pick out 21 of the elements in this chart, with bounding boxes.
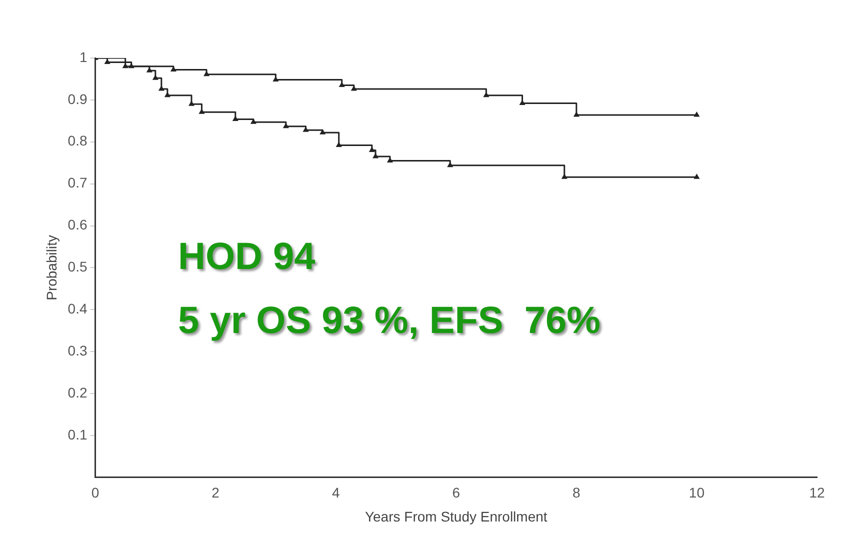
y-tick-label: 0.2 xyxy=(68,384,88,400)
x-tick-label: 10 xyxy=(688,484,705,501)
annotation: 5 yr OS 93 %, EFS 76% xyxy=(178,300,600,343)
x-tick-label: 12 xyxy=(809,484,825,501)
x-tick-label: 6 xyxy=(452,484,460,501)
x-axis-title: Years From Study Enrollment xyxy=(364,508,548,524)
y-tick-label: 0.4 xyxy=(68,300,88,316)
y-tick-label: 1 xyxy=(79,48,88,65)
y-tick-label: 0.3 xyxy=(68,342,88,358)
y-tick-label: 0.7 xyxy=(68,174,88,191)
y-axis-title: Probability xyxy=(43,235,60,300)
annotation: HOD 94 xyxy=(178,236,316,279)
x-tick-label: 4 xyxy=(332,484,340,501)
x-tick-label: 2 xyxy=(212,484,220,501)
x-tick-label: 8 xyxy=(572,484,581,501)
y-tick-label: 0.5 xyxy=(68,258,88,275)
x-tick-label: 0 xyxy=(91,484,100,501)
y-tick-label: 0.1 xyxy=(68,426,88,442)
y-tick-label: 0.9 xyxy=(68,90,88,107)
y-tick-label: 0.8 xyxy=(68,132,88,149)
y-tick-label: 0.6 xyxy=(68,216,88,233)
